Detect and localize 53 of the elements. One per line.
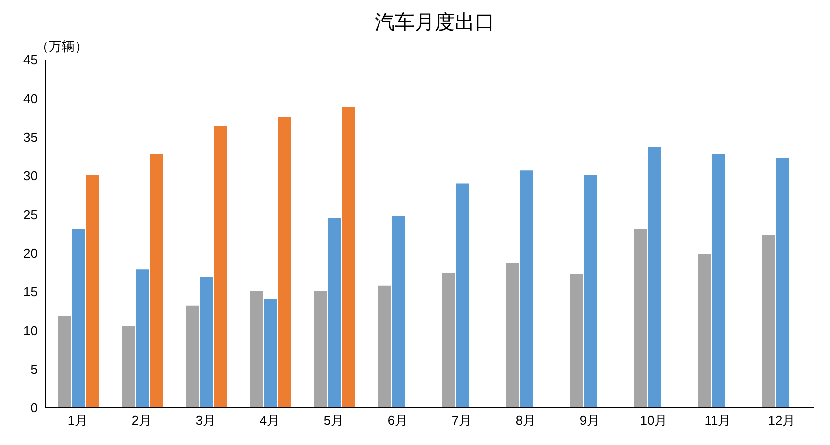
bar [122,326,135,408]
bar [314,291,327,408]
bar [250,291,263,408]
bar [200,277,213,408]
bar [278,117,291,408]
y-tick-label: 45 [24,52,38,68]
bar [342,107,355,408]
bar [648,147,661,408]
bar [72,229,85,408]
chart-title: 汽车月度出口 [374,11,496,36]
y-tick-label: 20 [24,246,38,261]
bar [186,306,199,408]
bar [214,126,227,408]
x-tick-label: 11月 [704,413,732,428]
bar [150,154,163,408]
bar [776,158,789,408]
y-tick-label: 40 [24,91,38,106]
y-tick-label: 15 [24,284,38,300]
y-tick-label: 25 [24,207,38,222]
bar [378,286,391,408]
bar [762,236,775,408]
x-tick-label: 1月 [68,413,88,428]
bar [442,273,455,408]
y-tick-label: 35 [24,130,38,145]
bar [328,218,341,408]
x-tick-label: 7月 [452,413,472,428]
bar [698,254,711,408]
bar [520,170,533,408]
y-tick-label: 10 [24,323,38,338]
x-tick-label: 10月 [640,413,668,428]
x-tick-label: 12月 [768,413,796,428]
bar [392,216,405,408]
bar [456,184,469,408]
x-tick-label: 4月 [260,413,280,428]
y-tick-label: 0 [30,400,38,416]
bar [136,270,149,408]
y-tick-label: 5 [30,362,38,377]
bar [584,175,597,408]
x-tick-label: 3月 [196,413,216,428]
x-tick-label: 5月 [324,413,344,428]
bar [634,229,647,408]
x-tick-label: 6月 [388,413,408,428]
bar [712,154,725,408]
x-tick-label: 9月 [580,413,600,428]
y-tick-label: 30 [24,168,38,184]
bar [506,263,519,408]
y-axis-title: （万辆） [36,38,88,56]
bar [58,316,71,408]
bar [570,274,583,408]
bar [86,175,99,408]
x-tick-label: 2月 [132,413,152,428]
x-tick-label: 8月 [516,413,536,428]
bar [264,298,277,408]
